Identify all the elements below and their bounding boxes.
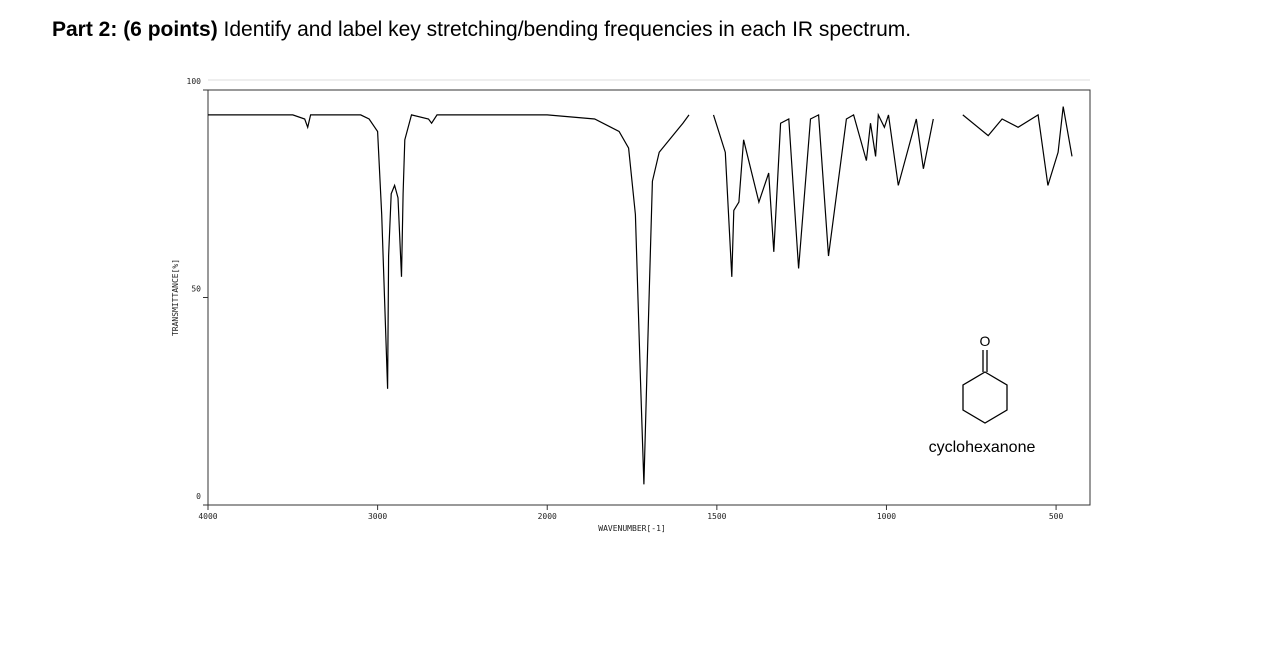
- y-tick-label: 50: [191, 285, 201, 294]
- ring: [962, 371, 1008, 424]
- plot: 0 50 100 4000 3000 2000 1500 1000 500 WAVENUMBER[…: [171, 77, 1091, 533]
- y-axis-label: TRANSMITTANCE[%]: [171, 259, 180, 336]
- x-tick-label: 4000: [198, 512, 217, 521]
- spectrum: [208, 106, 1073, 485]
- heading-bold: Part 2: (6 points): [52, 18, 218, 41]
- y-tick-label: 100: [187, 77, 202, 86]
- x-tick-label: 2000: [538, 512, 557, 521]
- heading: Part 2: (6 points) Identify and label ke…: [52, 18, 911, 41]
- x-tick-label: 500: [1049, 512, 1064, 521]
- x-axis-label: WAVENUMBER[-1]: [598, 524, 665, 533]
- molecule: [962, 350, 1008, 424]
- x-tick-label: 3000: [368, 512, 387, 521]
- x-tick-label: 1000: [877, 512, 896, 521]
- x-tick-label: 1500: [707, 512, 726, 521]
- molecule-name: cyclohexanone: [929, 439, 1036, 456]
- heading-text: Identify and label key stretching/bendin…: [224, 18, 912, 41]
- atom-label: O: [980, 333, 991, 349]
- y-tick-label: 0: [196, 492, 201, 501]
